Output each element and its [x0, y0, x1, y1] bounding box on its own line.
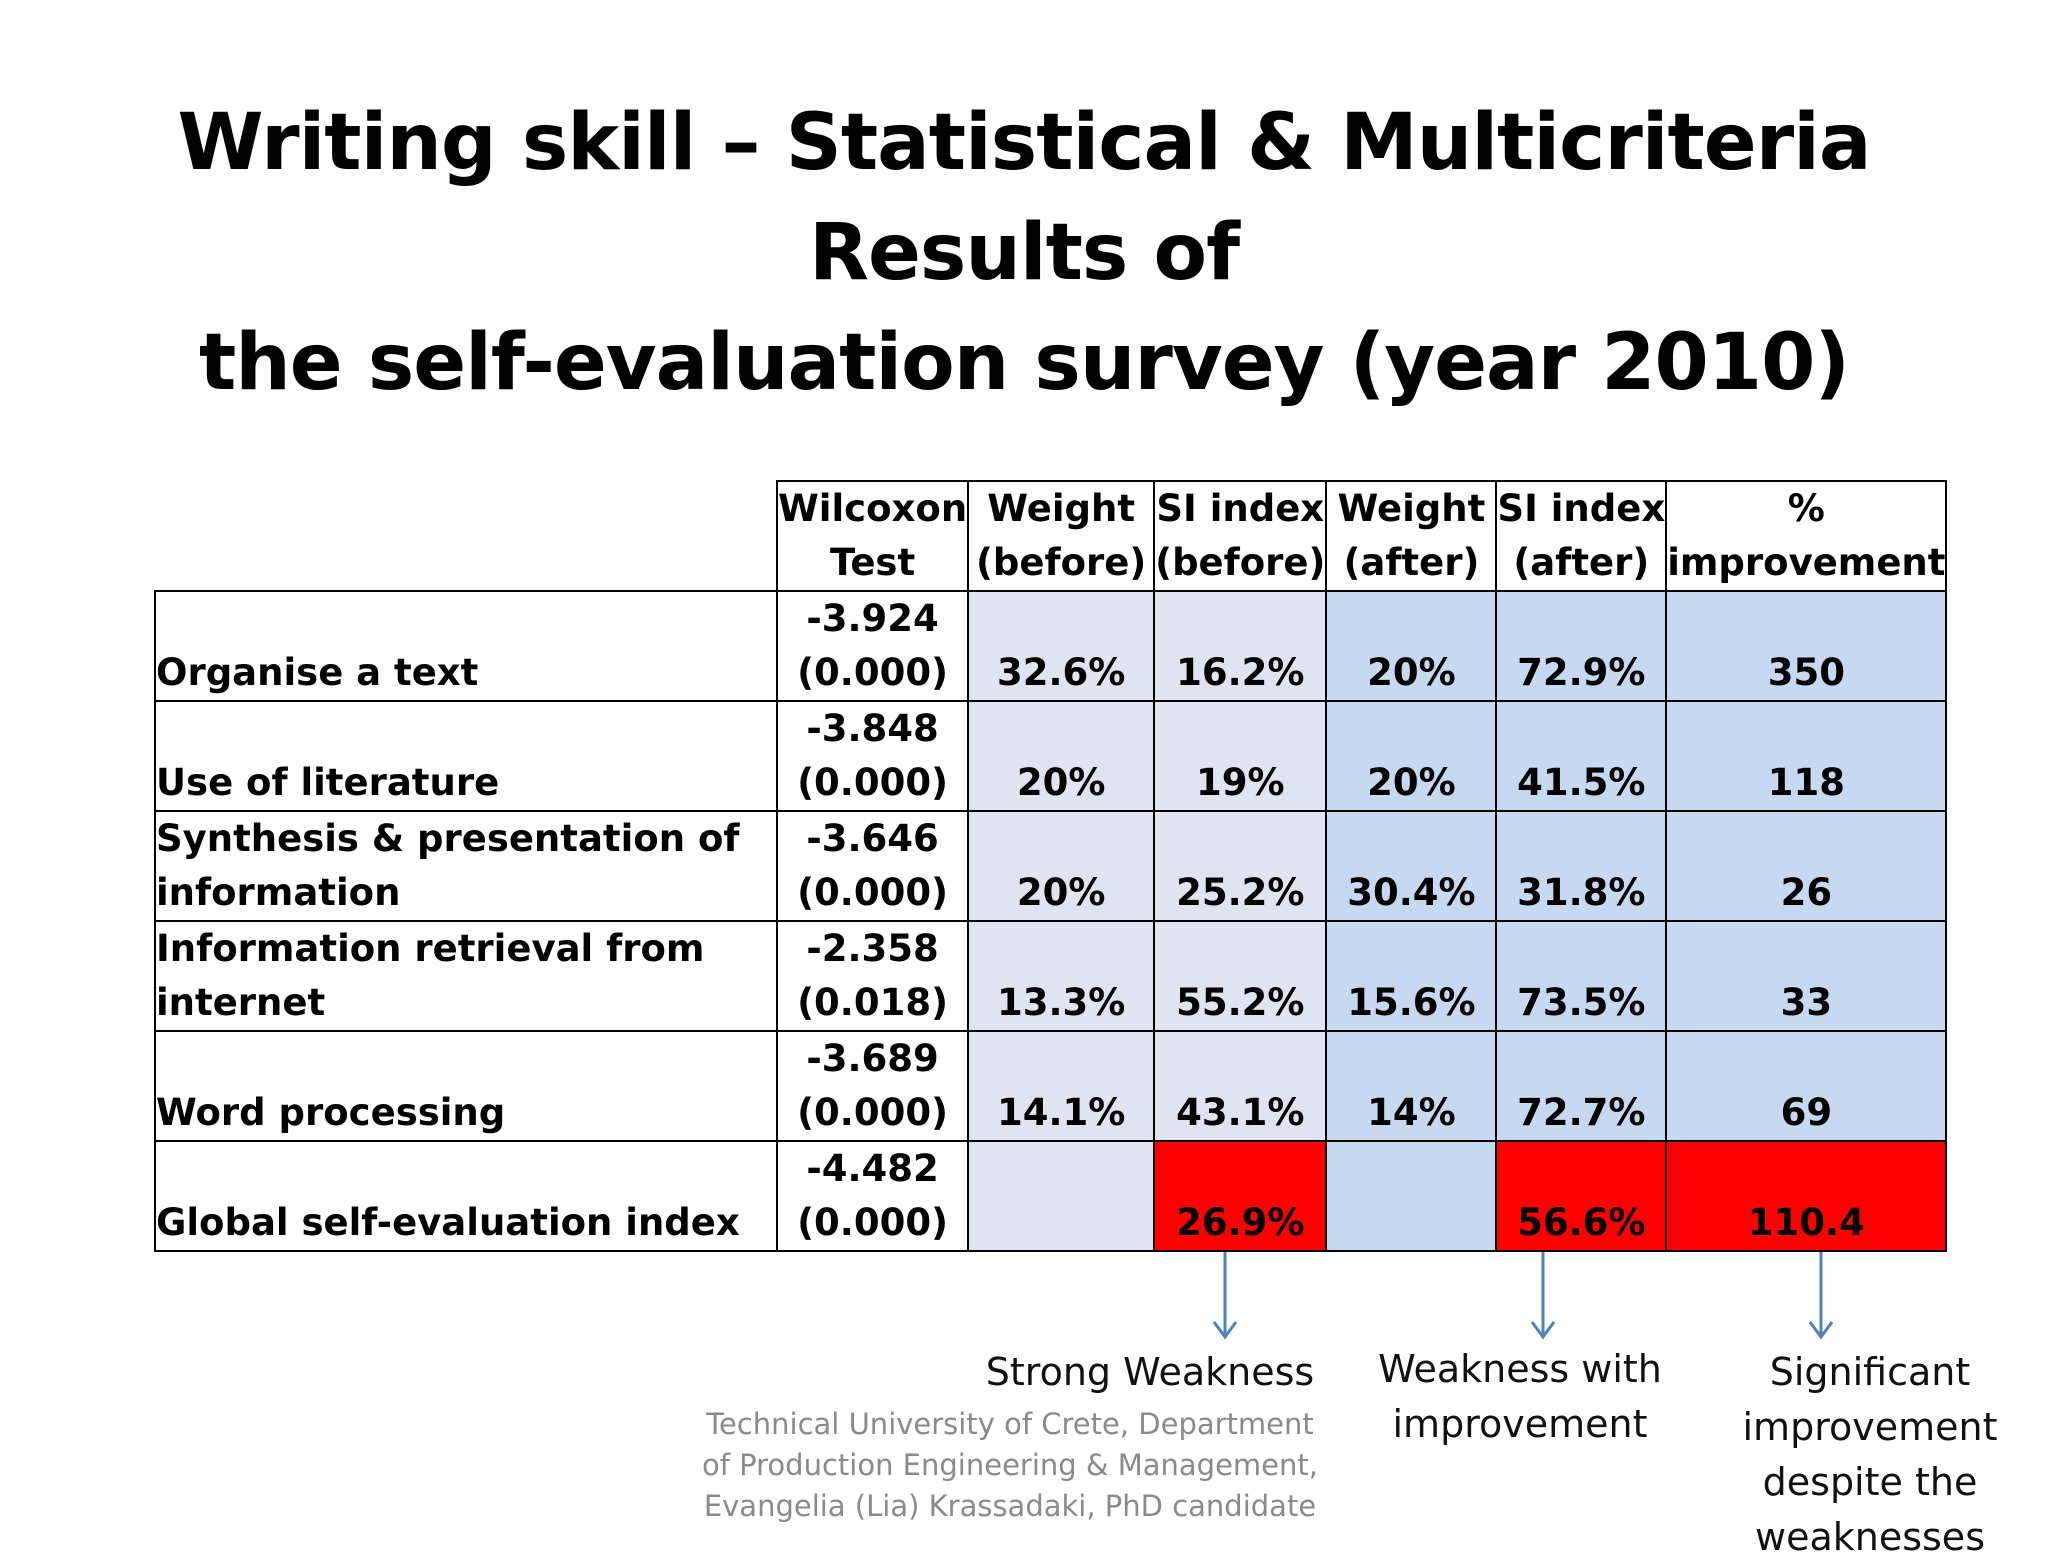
table-row: Organise a text -3.924 (0.000) 32.6% 16.2…: [154, 590, 1948, 702]
weight-after-cell: 20%: [1325, 700, 1498, 812]
row-label: Organise a text: [154, 590, 778, 702]
wilcoxon-cell: -3.924 (0.000): [775, 590, 970, 702]
weight-after-cell: 14%: [1325, 1030, 1498, 1142]
improvement-cell: 118: [1665, 700, 1948, 812]
slide-title: Writing skill – Statistical & Multicrite…: [40, 88, 2008, 418]
row-label: Word processing: [154, 1030, 778, 1142]
header-si-before: SI index (before): [1153, 480, 1328, 592]
si-after-cell: 73.5%: [1495, 920, 1668, 1032]
improvement-cell: 350: [1665, 590, 1948, 702]
weight-before-cell: 20%: [967, 700, 1156, 812]
annotation-significant-improvement: Significant improvement despite the weak…: [1742, 1350, 1998, 1559]
header-weight-after: Weight (after): [1325, 480, 1498, 592]
weight-before-cell: 14.1%: [967, 1030, 1156, 1142]
row-label: Synthesis & presentation of information: [154, 810, 778, 922]
row-label: Information retrieval from internet: [154, 920, 778, 1032]
header-wilcoxon: Wilcoxon Test: [775, 480, 970, 592]
footer-credits: Technical University of Crete, Departmen…: [700, 1404, 1320, 1527]
table-row: Word processing -3.689 (0.000) 14.1% 43.1…: [154, 1030, 1948, 1142]
title-line-1: Writing skill – Statistical & Multicrite…: [177, 98, 1871, 298]
footer-line-3: Evangelia (Lia) Krassadaki, PhD candidat…: [703, 1489, 1317, 1523]
header-blank-cell: [155, 481, 778, 592]
si-after-cell: 72.9%: [1495, 590, 1668, 702]
weight-before-cell: [967, 1140, 1156, 1252]
weight-after-cell: [1325, 1140, 1498, 1252]
header-si-after: SI index (after): [1495, 480, 1668, 592]
si-after-cell: 72.7%: [1495, 1030, 1668, 1142]
si-before-cell: 25.2%: [1153, 810, 1328, 922]
title-line-2: the self-evaluation survey (year 2010): [198, 318, 1850, 408]
footer-line-2: of Production Engineering & Management,: [702, 1448, 1318, 1482]
annotation-weakness-with-improvement: Weakness with improvement: [1378, 1347, 1662, 1446]
arrow-down-icon-significant-improvement: [1808, 1252, 1834, 1340]
table-row: Information retrieval from internet -2.3…: [154, 920, 1948, 1032]
si-before-cell: 43.1%: [1153, 1030, 1328, 1142]
table-row-global: Global self-evaluation index -4.482 (0.00…: [154, 1140, 1948, 1252]
table-row: Use of literature -3.848 (0.000) 20% 19% …: [154, 700, 1948, 812]
annotation-strong-weakness: Strong Weakness: [985, 1350, 1315, 1394]
si-before-cell-highlight: 26.9%: [1153, 1140, 1328, 1252]
header-improvement: % improvement: [1665, 480, 1948, 592]
table-row: Synthesis & presentation of information …: [154, 810, 1948, 922]
improvement-cell: 33: [1665, 920, 1948, 1032]
si-before-cell: 19%: [1153, 700, 1328, 812]
results-table: Wilcoxon Test Weight (before) SI index (bef…: [154, 480, 1948, 1252]
wilcoxon-cell: -3.646 (0.000): [775, 810, 970, 922]
si-before-cell: 16.2%: [1153, 590, 1328, 702]
weight-after-cell: 20%: [1325, 590, 1498, 702]
arrow-down-icon-weakness-improvement: [1530, 1252, 1556, 1340]
row-label: Use of literature: [154, 700, 778, 812]
wilcoxon-cell: -2.358 (0.018): [775, 920, 970, 1032]
footer-line-1: Technical University of Crete, Departmen…: [706, 1407, 1314, 1441]
weight-after-cell: 15.6%: [1325, 920, 1498, 1032]
weight-before-cell: 20%: [967, 810, 1156, 922]
wilcoxon-cell: -4.482 (0.000): [775, 1140, 970, 1252]
improvement-cell: 69: [1665, 1030, 1948, 1142]
si-after-cell: 31.8%: [1495, 810, 1668, 922]
si-before-cell: 55.2%: [1153, 920, 1328, 1032]
improvement-cell-highlight: 110.4: [1665, 1140, 1948, 1252]
weight-before-cell: 13.3%: [967, 920, 1156, 1032]
si-after-cell: 41.5%: [1495, 700, 1668, 812]
wilcoxon-cell: -3.848 (0.000): [775, 700, 970, 812]
header-weight-before: Weight (before): [967, 480, 1156, 592]
weight-after-cell: 30.4%: [1325, 810, 1498, 922]
improvement-cell: 26: [1665, 810, 1948, 922]
si-after-cell-highlight: 56.6%: [1495, 1140, 1668, 1252]
header-row: Wilcoxon Test Weight (before) SI index (bef…: [155, 480, 1948, 592]
arrow-down-icon-strong-weakness: [1212, 1252, 1238, 1340]
row-label: Global self-evaluation index: [154, 1140, 778, 1252]
wilcoxon-cell: -3.689 (0.000): [775, 1030, 970, 1142]
weight-before-cell: 32.6%: [967, 590, 1156, 702]
